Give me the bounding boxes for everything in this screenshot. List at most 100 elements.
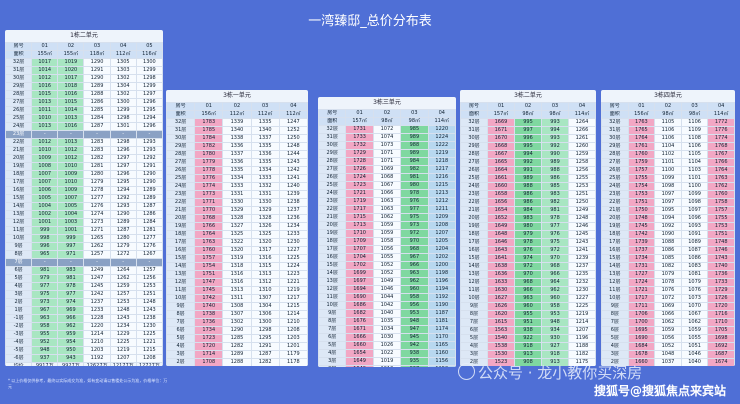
table-cell: 1328: [222, 214, 252, 223]
table-cell: 1335: [250, 158, 280, 167]
table-cell: 1760: [194, 246, 224, 255]
row-label-cell: 16层: [601, 246, 629, 255]
table-cell: 985: [541, 182, 569, 191]
row-label-cell: 23层: [318, 197, 347, 206]
table-cell: 1097: [654, 190, 682, 199]
table-cell: 1320: [222, 246, 252, 255]
table-cell: 1340: [250, 126, 280, 135]
table-cell: 01: [487, 102, 515, 111]
table-cell: 1062: [372, 213, 402, 222]
table-cell: 03: [250, 102, 280, 111]
table-cell: 967: [31, 306, 59, 315]
row-label-cell: 21层: [166, 206, 196, 215]
table-row: 31层 1671 997 994 1266: [460, 126, 596, 135]
table-cell: 1196: [568, 334, 596, 343]
row-label-cell: 28层: [601, 150, 629, 159]
table-cell: 1233: [83, 306, 111, 315]
table-cell: 958: [400, 293, 429, 302]
table-row: 12层 1001 1003 1273 1289 1284: [5, 218, 163, 227]
table-row: 12层 1747 1316 1312 1221: [166, 278, 308, 287]
table-cell: 1092: [654, 222, 682, 231]
row-label-cell: 6层: [601, 326, 629, 335]
table-cell: 1221: [135, 338, 163, 347]
table-cell: 1056: [654, 334, 682, 343]
table-cell: 934: [541, 326, 569, 335]
row-label-cell: 10层: [601, 294, 629, 303]
table-cell: 1267: [135, 250, 163, 259]
row-label-cell: 27层: [601, 158, 629, 167]
table-row: 7层 1700 1062 1062 1710: [601, 318, 735, 327]
table-cell: 986: [514, 198, 542, 207]
table-cell: 1279: [83, 178, 111, 187]
table-cell: 966: [400, 261, 429, 270]
table-cell: 1208: [427, 221, 456, 230]
table-cell: 1234: [278, 222, 308, 231]
table-cell: 98㎡: [680, 110, 709, 119]
table-cell: 1219: [568, 310, 596, 319]
table-cell: 930: [541, 334, 569, 343]
row-label-cell: 11层: [5, 226, 33, 235]
table-cell: 1245: [83, 282, 111, 291]
table-cell: 1285: [83, 106, 111, 115]
table-row: 18层 1648 979 976 1245: [460, 230, 596, 239]
table-cell: 1282: [250, 358, 280, 366]
table-cell: 954: [57, 338, 85, 347]
row-label-cell: 20层: [166, 214, 196, 223]
table-cell: 1010: [57, 178, 85, 187]
table-cell: 1299: [135, 66, 163, 75]
table-cell: 959: [57, 330, 85, 339]
table-row: 5层 1660 1026 942 1165: [318, 341, 456, 350]
table-cell: 1046: [680, 350, 709, 359]
table-cell: 994: [514, 150, 542, 159]
table-cell: 1073: [680, 294, 709, 303]
table-cell: 1750: [627, 206, 656, 215]
table-cell: 1250: [568, 198, 596, 207]
table-row: 9层 996 997 1262 1279 1276: [5, 242, 163, 251]
table-cell: 1711: [627, 302, 656, 311]
table-row: 22层 1656 986 982 1250: [460, 198, 596, 207]
price-table-panel-building3-unit3: 3栋三单元 房号 01 02 03 04 面积 157㎡ 98㎡ 98㎡ 114㎡ 32层 1731 10…: [318, 97, 456, 367]
row-label-cell: 6层: [5, 266, 33, 275]
table-cell: 1011: [31, 106, 59, 115]
table-cell: 947: [400, 325, 429, 334]
table-cell: 1094: [654, 214, 682, 223]
row-label-cell: 3层: [5, 290, 33, 299]
table-cell: 1296: [135, 98, 163, 107]
table-cell: 1289: [135, 194, 163, 203]
table-cell: 1723: [345, 181, 374, 190]
table-cell: 1271: [83, 226, 111, 235]
table-cell: 1335: [222, 166, 252, 175]
page-title: 一湾臻邸_总价分布表: [308, 14, 432, 29]
table-cell: 1754: [627, 182, 656, 191]
table-row: 23层 1753 1097 1099 1760: [601, 190, 735, 199]
table-cell: 962: [400, 277, 429, 286]
table-cell: 963: [400, 269, 429, 278]
table-row: 4层 1538 918 927 1188: [460, 342, 596, 351]
table-cell: -: [31, 130, 59, 139]
table-cell: 04: [109, 42, 137, 51]
table-row: 6层 981 983 1249 1264 1257: [5, 266, 163, 275]
table-cell: 1764: [194, 230, 224, 239]
table-cell: 1277: [135, 234, 163, 243]
table-cell: 1322: [222, 238, 252, 247]
table-cell: 1207: [568, 326, 596, 335]
table-cell: 1658: [487, 190, 515, 199]
table-cell: 1238: [278, 198, 308, 207]
table-cell: 1296: [109, 170, 137, 179]
table-cell: 1071: [372, 149, 402, 158]
table-cell: 1656: [487, 198, 515, 207]
table-cell: 1312: [250, 278, 280, 287]
row-label-cell: 23层: [5, 130, 33, 139]
table-cell: 1200: [427, 261, 456, 270]
table-cell: 1282: [83, 154, 111, 163]
table-cell: 1242: [83, 290, 111, 299]
table-cell: 1774: [194, 182, 224, 191]
row-label-cell: 2层: [5, 298, 33, 307]
table-cell: 1248: [109, 306, 137, 315]
table-cell: 989: [400, 133, 429, 142]
table-row: 17层 1739 1088 1089 1748: [601, 238, 735, 247]
table-cell: 1066: [372, 189, 402, 198]
row-label-cell: 16层: [318, 253, 347, 262]
row-label-cell: 16层: [5, 186, 33, 195]
table-row: 25层 1755 1099 1101 1763: [601, 174, 735, 183]
